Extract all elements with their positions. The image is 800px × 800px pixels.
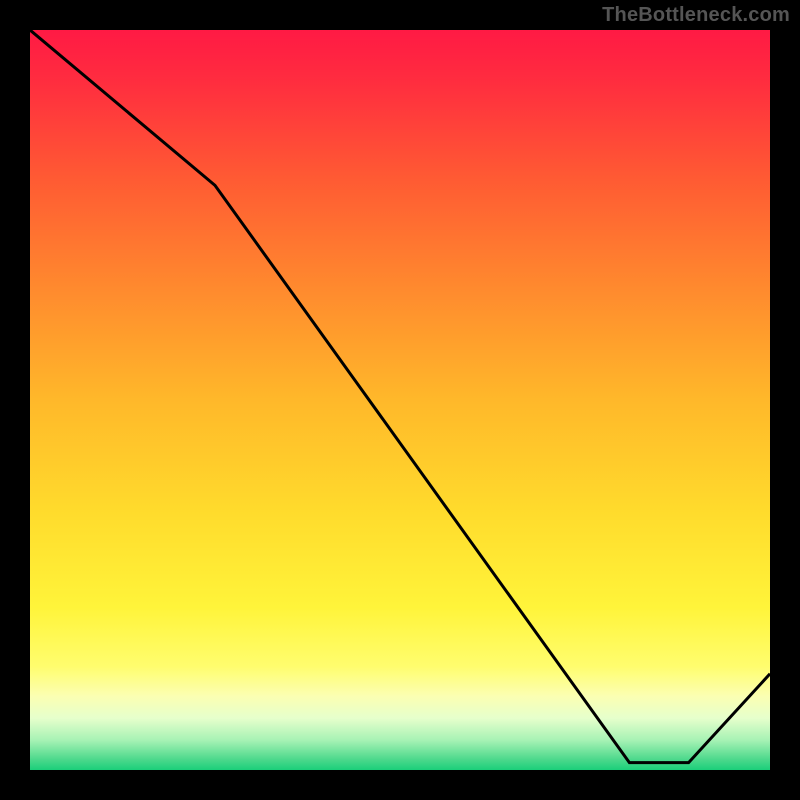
chart-svg [30, 30, 770, 770]
watermark-text: TheBottleneck.com [602, 4, 790, 27]
chart-gradient-background [30, 30, 770, 770]
chart-plot-area [30, 30, 770, 770]
